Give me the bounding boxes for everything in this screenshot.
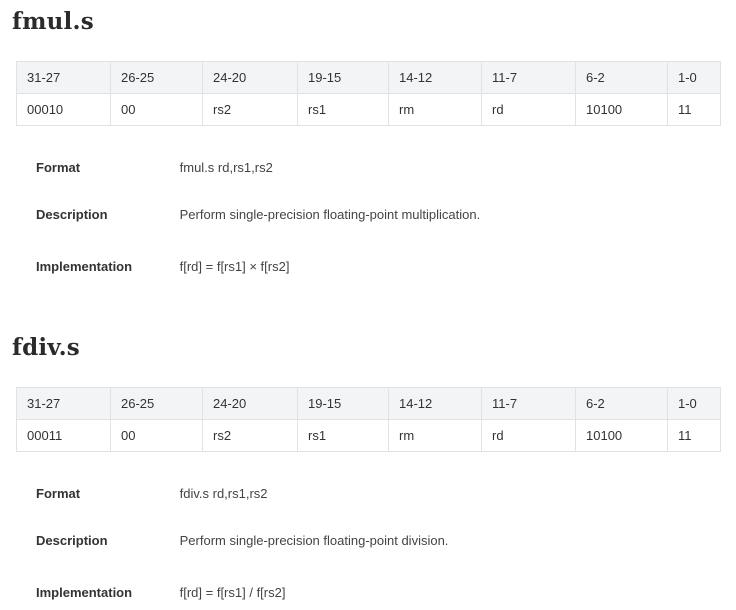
bit-range-cell: 6-2 [575,61,668,94]
bit-range-cell: 31-27 [16,387,111,420]
bit-range-cell: 6-2 [575,387,668,420]
implementation-row: Implementation f[rd] = f[rs1] × f[rs2] [36,258,289,276]
implementation-row: Implementation f[rd] = f[rs1] / f[rs2] [36,584,285,602]
field-value-cell: rs2 [202,93,298,126]
field-value-cell: rs1 [297,419,389,452]
field-value-cell: 00 [110,93,203,126]
bit-range-cell: 1-0 [667,387,721,420]
field-value-cell: 11 [667,419,721,452]
instruction-title: fdiv.s [12,334,80,361]
field-value-cell: 00010 [16,93,111,126]
field-value-cell: rs1 [297,93,389,126]
description-value: Perform single-precision floating-point … [179,207,481,222]
description-row: Description Perform single-precision flo… [36,206,480,224]
field-value-cell: rm [388,419,482,452]
field-value-cell: rd [481,93,576,126]
field-value-cell: 11 [667,93,721,126]
field-value-cell: 10100 [575,419,668,452]
field-value-cell: 00011 [16,419,111,452]
encoding-value-row: 00010 00 rs2 rs1 rm rd 10100 11 [16,93,721,126]
field-value-cell: rs2 [202,419,298,452]
format-value: fdiv.s rd,rs1,rs2 [179,486,268,501]
field-value-cell: rd [481,419,576,452]
encoding-header-row: 31-27 26-25 24-20 19-15 14-12 11-7 6-2 1… [16,387,721,420]
encoding-table: 31-27 26-25 24-20 19-15 14-12 11-7 6-2 1… [16,61,721,126]
instruction-title: fmul.s [12,8,94,35]
description-label: Description [36,207,108,222]
bit-range-cell: 1-0 [667,61,721,94]
bit-range-cell: 31-27 [16,61,111,94]
field-value-cell: rm [388,93,482,126]
bit-range-cell: 19-15 [297,387,389,420]
bit-range-cell: 14-12 [388,387,482,420]
field-value-cell: 00 [110,419,203,452]
implementation-label: Implementation [36,259,133,274]
implementation-value: f[rd] = f[rs1] / f[rs2] [179,585,286,600]
bit-range-cell: 14-12 [388,61,482,94]
description-row: Description Perform single-precision flo… [36,532,448,550]
field-value-cell: 10100 [575,93,668,126]
format-row: Format fmul.s rd,rs1,rs2 [36,159,273,177]
bit-range-cell: 11-7 [481,387,576,420]
implementation-value: f[rd] = f[rs1] × f[rs2] [179,259,290,274]
format-label: Format [36,486,81,501]
implementation-label: Implementation [36,585,133,600]
format-label: Format [36,160,81,175]
bit-range-cell: 11-7 [481,61,576,94]
format-row: Format fdiv.s rd,rs1,rs2 [36,485,268,503]
encoding-value-row: 00011 00 rs2 rs1 rm rd 10100 11 [16,419,721,452]
bit-range-cell: 24-20 [202,387,298,420]
format-value: fmul.s rd,rs1,rs2 [179,160,273,175]
description-value: Perform single-precision floating-point … [179,533,449,548]
encoding-header-row: 31-27 26-25 24-20 19-15 14-12 11-7 6-2 1… [16,61,721,94]
bit-range-cell: 26-25 [110,387,203,420]
description-label: Description [36,533,108,548]
encoding-table: 31-27 26-25 24-20 19-15 14-12 11-7 6-2 1… [16,387,721,452]
bit-range-cell: 24-20 [202,61,298,94]
bit-range-cell: 19-15 [297,61,389,94]
bit-range-cell: 26-25 [110,61,203,94]
